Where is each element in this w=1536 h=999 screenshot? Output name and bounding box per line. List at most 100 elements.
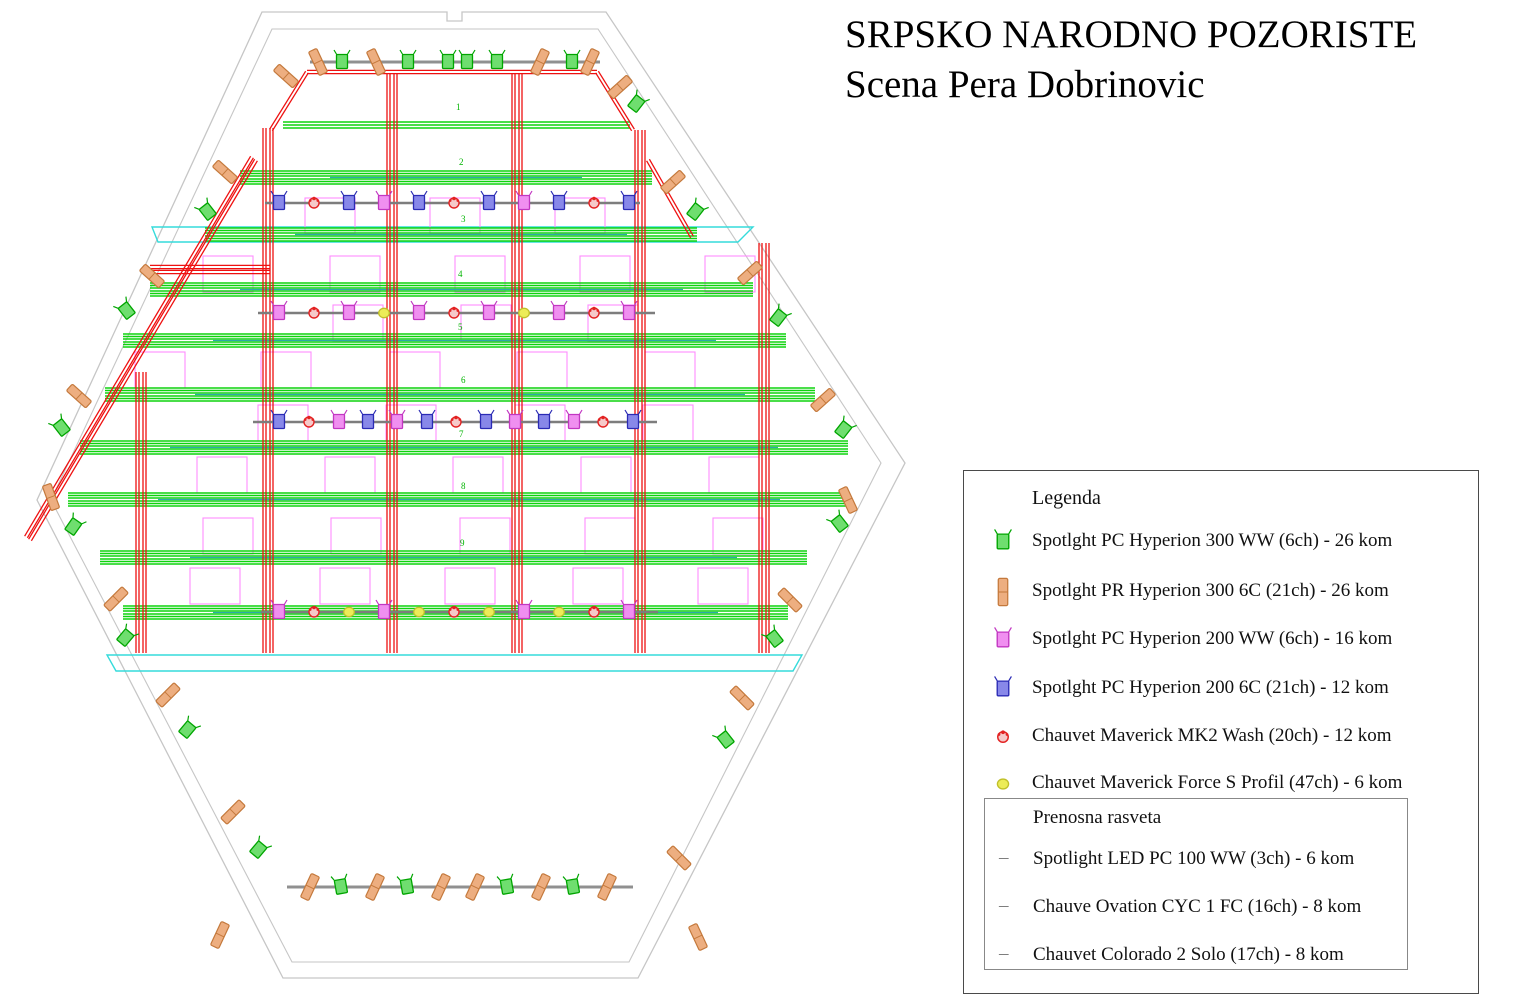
pr-hyperion-300-icon [42, 483, 60, 511]
red-column [511, 74, 523, 653]
pc-hyperion-200-ww-icon [515, 190, 533, 211]
maverick-mk2-wash-icon [448, 306, 460, 319]
pc-hyperion-300-icon [116, 623, 140, 647]
cyc-band [105, 654, 804, 672]
pr-hyperion-300-icon [465, 873, 485, 901]
scenery-rect [454, 255, 506, 293]
pc-hyperion-200-ww-icon [410, 300, 428, 321]
pr-hyperion-300-icon [660, 169, 686, 195]
pc-hyperion-300-icon [194, 197, 217, 221]
scenery-rect [329, 255, 381, 293]
title-line-2: Scena Pera Dobrinovic [845, 63, 1205, 106]
pc-hyperion-200-ww-icon [515, 599, 533, 620]
batten-bar-8: 8 [68, 481, 850, 507]
pr-hyperion-300-icon [220, 799, 246, 825]
stage-outline-outer [36, 11, 906, 979]
dash-icon: – [999, 895, 1009, 916]
pc-hyperion-300-icon [399, 49, 417, 70]
pr-hyperion-300-icon [597, 873, 617, 901]
pc-hyperion-300-icon [48, 413, 71, 437]
maverick-mk2-wash-icon [448, 605, 460, 618]
pr-hyperion-300-icon [810, 387, 836, 413]
pc-hyperion-200-6c-icon [550, 190, 568, 211]
batten-number-label: 2 [459, 157, 464, 167]
pc-hyperion-300-icon [458, 49, 476, 70]
red-column [262, 128, 274, 653]
maverick-force-s-profil-legend-icon [996, 778, 1010, 790]
portable-legend-item: – Chauve Ovation CYC 1 FC (16ch) - 8 kom [985, 891, 1407, 925]
pc-hyperion-300-icon [769, 303, 792, 327]
pr-hyperion-300-icon [212, 159, 238, 185]
scenery-rect [644, 351, 696, 389]
portable-legend-item-label: Spotlight LED PC 100 WW (3ch) - 6 kom [1033, 848, 1355, 869]
pc-hyperion-200-ww-icon [340, 300, 358, 321]
maverick-mk2-wash-icon [308, 605, 320, 618]
legend-item: Chauvet Maverick MK2 Wash (20ch) - 12 ko… [964, 720, 1478, 754]
red-column [135, 372, 147, 653]
legend-item: Spotlght PC Hyperion 300 WW (6ch) - 26 k… [964, 525, 1478, 559]
legend-item-label: Spotlght PR Hyperion 300 6C (21ch) - 26 … [1032, 580, 1389, 601]
scenery-rect [332, 304, 384, 342]
foh-bar [287, 873, 633, 901]
maverick-force-s-profil-icon [483, 606, 495, 618]
stage-plan: 1 2 3 4 5 6 7 8 9 [24, 11, 906, 979]
pr-hyperion-300-icon [777, 587, 803, 613]
batten-number-label: 9 [460, 538, 465, 548]
portable-legend-title: Prenosna rasveta [1033, 807, 1162, 828]
title-line-1: SRPSKO NARODNO POZORISTE [845, 13, 1418, 56]
pc-hyperion-300-icon [562, 873, 581, 895]
batten-bar-9: 9 [100, 538, 807, 565]
pc-hyperion-300-icon [712, 725, 735, 749]
scenery-rect [319, 567, 371, 605]
legend-item-label: Spotlght PC Hyperion 300 WW (6ch) - 26 k… [1032, 530, 1393, 551]
red-column [386, 74, 398, 653]
pc-hyperion-200-ww-icon [565, 409, 583, 430]
pc-hyperion-200-ww-legend-icon [994, 627, 1012, 648]
maverick-mk2-wash-legend-icon [997, 730, 1009, 743]
dash-icon: – [999, 847, 1009, 868]
batten-bar-1: 1 [283, 102, 630, 129]
lighting-truss [261, 599, 658, 620]
pr-hyperion-300-icon [580, 48, 600, 76]
scenery-rect [196, 456, 248, 494]
pc-hyperion-300-icon [563, 49, 581, 70]
pc-hyperion-200-6c-icon [270, 409, 288, 430]
pc-hyperion-300-icon [496, 873, 515, 895]
batten-bar-7: 7 [80, 429, 848, 455]
batten-number-label: 3 [461, 214, 466, 224]
pr-hyperion-300-icon [530, 48, 550, 76]
pc-hyperion-200-6c-icon [410, 190, 428, 211]
batten-number-label: 7 [459, 429, 464, 439]
scenery-rect [459, 517, 511, 555]
pc-hyperion-200-6c-icon [535, 409, 553, 430]
scenery-rect [330, 517, 382, 555]
drawing-title: SRPSKO NARODNO POZORISTE Scena Pera Dobr… [845, 10, 1417, 110]
pr-hyperion-300-icon [155, 682, 181, 708]
pc-hyperion-300-icon [64, 512, 87, 536]
pr-hyperion-300-icon [531, 873, 551, 901]
pr-hyperion-300-icon [729, 685, 755, 711]
dash-icon: – [999, 943, 1009, 964]
pc-hyperion-300-icon [686, 197, 709, 221]
pr-hyperion-300-icon [66, 383, 92, 409]
red-column [758, 243, 770, 653]
batten-bar-3: 3 [205, 214, 697, 242]
pc-hyperion-200-ww-icon [480, 300, 498, 321]
legend-item: Chauvet Maverick Force S Profil (47ch) -… [964, 767, 1478, 801]
batten-bar-5: 5 [123, 322, 786, 348]
portable-legend-item-label: Chauve Ovation CYC 1 FC (16ch) - 8 kom [1033, 896, 1362, 917]
portable-legend-item-label: Chauvet Colorado 2 Solo (17ch) - 8 kom [1033, 944, 1344, 965]
scenery-rect [324, 456, 376, 494]
pc-hyperion-300-icon [333, 49, 351, 70]
legend-box: Legenda Prenosna rasveta – Spotlight LED … [963, 470, 1479, 994]
pr-hyperion-300-icon [607, 74, 633, 100]
maverick-mk2-wash-icon [303, 415, 315, 428]
pc-hyperion-300-icon [488, 49, 506, 70]
pc-hyperion-200-6c-icon [270, 190, 288, 211]
scenery-rect [579, 255, 631, 293]
legend-item-label: Chauvet Maverick Force S Profil (47ch) -… [1032, 772, 1403, 793]
scenery-rect [572, 567, 624, 605]
legend-title: Legenda [1032, 487, 1101, 509]
pr-hyperion-300-icon [308, 48, 328, 76]
maverick-mk2-wash-icon [448, 196, 460, 209]
